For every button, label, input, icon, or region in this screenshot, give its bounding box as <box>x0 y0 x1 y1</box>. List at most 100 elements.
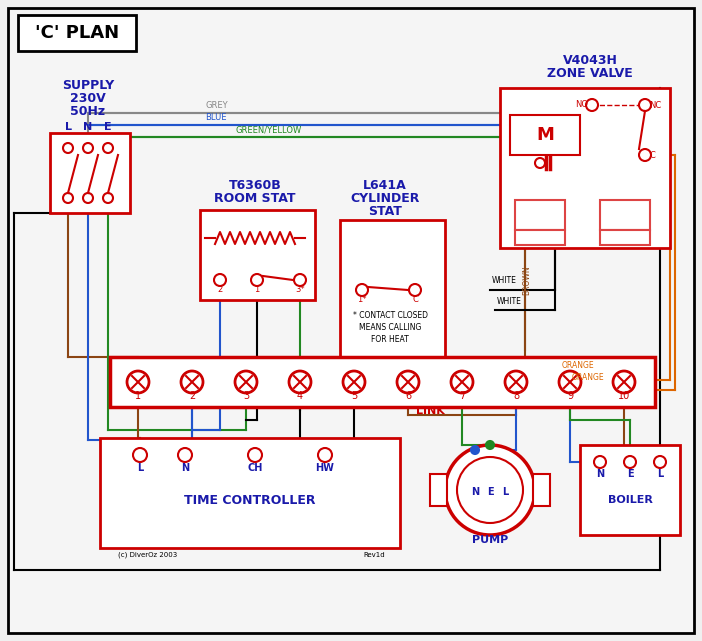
Bar <box>500 88 670 248</box>
Text: 2: 2 <box>218 285 223 294</box>
Text: 3*: 3* <box>295 285 305 294</box>
Text: N: N <box>181 463 189 473</box>
Circle shape <box>343 371 365 393</box>
Bar <box>515 200 565 230</box>
Text: E: E <box>627 469 633 479</box>
Bar <box>580 445 680 535</box>
Text: N: N <box>84 122 93 132</box>
Text: 1*: 1* <box>357 294 366 303</box>
Text: NO: NO <box>575 99 588 108</box>
Text: BOILER: BOILER <box>607 495 652 505</box>
Circle shape <box>294 274 306 286</box>
Circle shape <box>133 448 147 462</box>
Text: 3: 3 <box>243 391 249 401</box>
Bar <box>515 230 565 245</box>
Circle shape <box>103 193 113 203</box>
Circle shape <box>594 456 606 468</box>
Text: M: M <box>536 126 554 144</box>
Text: C: C <box>412 294 418 303</box>
Bar <box>200 210 315 300</box>
Text: BROWN: BROWN <box>522 265 531 295</box>
Text: 4: 4 <box>297 391 303 401</box>
Text: CYLINDER: CYLINDER <box>350 192 420 204</box>
Text: 2: 2 <box>189 391 195 401</box>
Text: LINK: LINK <box>416 406 444 416</box>
Circle shape <box>235 371 257 393</box>
Text: * CONTACT CLOSED: * CONTACT CLOSED <box>352 310 428 319</box>
Text: E: E <box>486 487 494 497</box>
Bar <box>18 15 136 51</box>
Bar <box>600 200 650 230</box>
Text: Rev1d: Rev1d <box>364 552 385 558</box>
Text: 7: 7 <box>459 391 465 401</box>
Text: C: C <box>649 151 655 160</box>
Text: 1: 1 <box>254 285 260 294</box>
Text: T6360B: T6360B <box>229 178 282 192</box>
Circle shape <box>613 371 635 393</box>
Text: WHITE: WHITE <box>497 297 522 306</box>
Circle shape <box>83 143 93 153</box>
Text: ORANGE: ORANGE <box>562 361 595 370</box>
Bar <box>110 357 655 407</box>
Circle shape <box>559 371 581 393</box>
Text: CH: CH <box>247 463 263 473</box>
Text: MEANS CALLING: MEANS CALLING <box>359 322 421 331</box>
Bar <box>430 474 447 506</box>
Bar <box>340 220 445 365</box>
Text: HW: HW <box>316 463 334 473</box>
Text: NC: NC <box>649 101 661 110</box>
Text: 5: 5 <box>351 391 357 401</box>
Circle shape <box>248 448 262 462</box>
Circle shape <box>471 446 479 454</box>
Circle shape <box>409 284 421 296</box>
Circle shape <box>451 371 473 393</box>
Circle shape <box>251 274 263 286</box>
Circle shape <box>63 143 73 153</box>
Circle shape <box>397 371 419 393</box>
Text: 230V: 230V <box>70 92 106 104</box>
Text: V4043H: V4043H <box>562 53 618 67</box>
Text: FOR HEAT: FOR HEAT <box>371 335 409 344</box>
Text: WHITE: WHITE <box>492 276 517 285</box>
Circle shape <box>178 448 192 462</box>
Text: L: L <box>657 469 663 479</box>
Text: ORANGE: ORANGE <box>572 373 604 382</box>
Circle shape <box>181 371 203 393</box>
Text: SUPPLY: SUPPLY <box>62 78 114 92</box>
Text: GREEN/YELLOW: GREEN/YELLOW <box>235 125 301 134</box>
Text: L: L <box>65 122 72 132</box>
Circle shape <box>318 448 332 462</box>
Text: L641A: L641A <box>363 178 407 192</box>
Text: 50Hz: 50Hz <box>70 104 105 117</box>
Circle shape <box>127 371 149 393</box>
Circle shape <box>63 193 73 203</box>
Text: 1: 1 <box>135 391 141 401</box>
Text: 9: 9 <box>567 391 573 401</box>
Circle shape <box>289 371 311 393</box>
Bar <box>50 133 130 213</box>
Circle shape <box>457 457 523 523</box>
Circle shape <box>356 284 368 296</box>
Text: 8: 8 <box>513 391 519 401</box>
Text: BLUE: BLUE <box>205 113 227 122</box>
Bar <box>600 230 650 245</box>
Text: ZONE VALVE: ZONE VALVE <box>547 67 633 79</box>
Text: 'C' PLAN: 'C' PLAN <box>35 24 119 42</box>
Text: PUMP: PUMP <box>472 535 508 545</box>
Text: N: N <box>471 487 479 497</box>
Text: N: N <box>596 469 604 479</box>
Text: ROOM STAT: ROOM STAT <box>214 192 296 204</box>
Circle shape <box>535 158 545 168</box>
Circle shape <box>639 99 651 111</box>
Text: TIME CONTROLLER: TIME CONTROLLER <box>184 494 316 506</box>
Text: 10: 10 <box>618 391 630 401</box>
Bar <box>510 115 580 155</box>
Circle shape <box>654 456 666 468</box>
Circle shape <box>103 143 113 153</box>
Bar <box>533 474 550 506</box>
Text: E: E <box>104 122 112 132</box>
Text: STAT: STAT <box>368 204 402 217</box>
Text: GREY: GREY <box>205 101 227 110</box>
Circle shape <box>214 274 226 286</box>
Circle shape <box>445 445 535 535</box>
